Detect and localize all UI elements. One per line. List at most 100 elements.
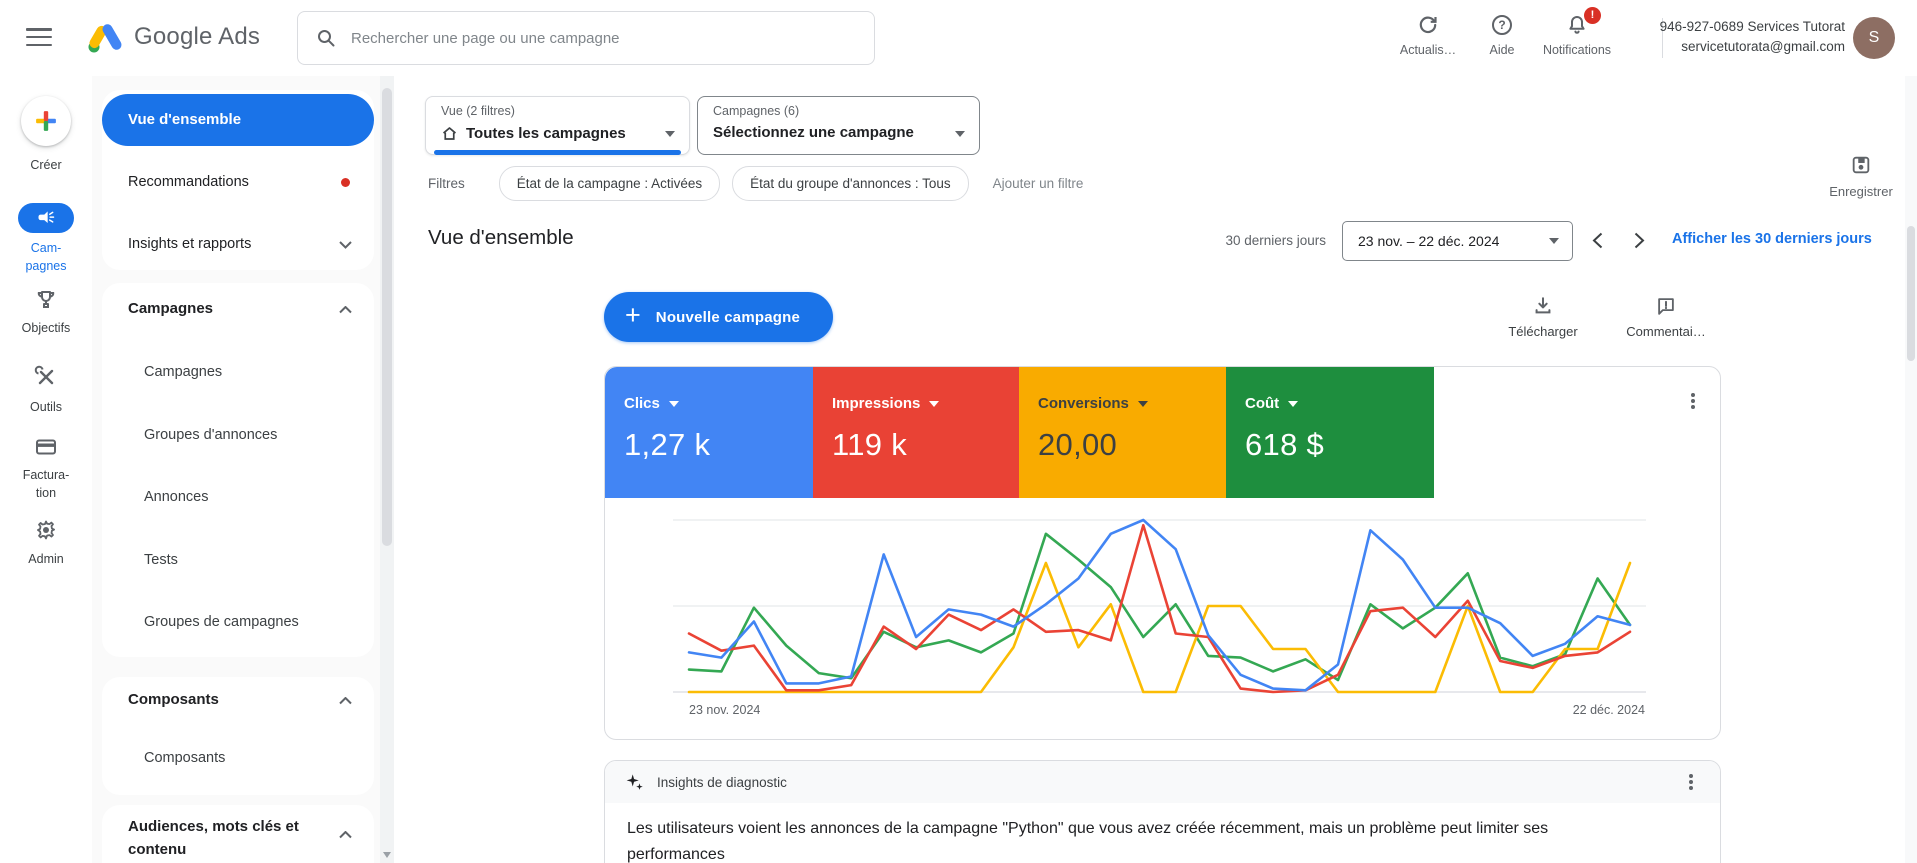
search-bar[interactable] bbox=[297, 11, 875, 65]
rail-tools-label[interactable]: Outils bbox=[30, 400, 62, 414]
save-button[interactable]: Enregistrer bbox=[1818, 154, 1904, 199]
feedback-button[interactable]: Commentai… bbox=[1618, 295, 1714, 339]
scorecard-value: 20,00 bbox=[1038, 427, 1118, 462]
rail-admin-label[interactable]: Admin bbox=[28, 552, 64, 566]
campaign-selector[interactable]: Campagnes (6) Sélectionnez une campagne bbox=[697, 96, 980, 155]
filter-chip-campaign-status[interactable]: État de la campagne : Activées bbox=[498, 165, 721, 201]
sidebar-item-insights-reports[interactable]: Insights et rapports bbox=[102, 224, 374, 264]
billing-icon-wrap[interactable] bbox=[0, 435, 92, 464]
x-axis-start-label: 23 nov. 2024 bbox=[689, 703, 761, 717]
scorecard-label[interactable]: Coût bbox=[1245, 395, 1280, 412]
scorecard-cost[interactable]: Coût 618 $ bbox=[1226, 367, 1434, 498]
account-name: 946-927-0689 Services Tutorat bbox=[1659, 19, 1845, 34]
notifications-label: Notifications bbox=[1542, 43, 1612, 57]
notification-badge: ! bbox=[1584, 7, 1601, 24]
scorecard-conversions[interactable]: Conversions 20,00 bbox=[1019, 367, 1226, 498]
date-range-selector[interactable]: 23 nov. – 22 déc. 2024 bbox=[1342, 221, 1573, 261]
chevron-up-icon bbox=[339, 831, 352, 839]
sidenav-scrollbar[interactable] bbox=[380, 76, 394, 863]
refresh-button[interactable]: Actualis… bbox=[1388, 13, 1468, 57]
home-icon bbox=[442, 127, 457, 140]
scorecard-label[interactable]: Impressions bbox=[832, 395, 921, 412]
nav-section-campaigns[interactable]: Campagnes bbox=[102, 292, 374, 326]
chevron-right-icon bbox=[1634, 232, 1644, 248]
avatar[interactable]: S bbox=[1853, 17, 1895, 59]
scorecard-clics[interactable]: Clics 1,27 k bbox=[605, 367, 813, 498]
next-period-button[interactable] bbox=[1626, 227, 1652, 253]
view-selector[interactable]: Vue (2 filtres) Toutes les campagnes bbox=[425, 96, 690, 155]
goals-icon[interactable] bbox=[0, 288, 92, 317]
bell-icon bbox=[1569, 16, 1585, 34]
refresh-label: Actualis… bbox=[1399, 43, 1457, 57]
sidebar-item-components[interactable]: Composants bbox=[144, 750, 226, 766]
filter-chip-adgroup-status[interactable]: État du groupe d'annonces : Tous bbox=[732, 165, 969, 201]
plus-icon: + bbox=[625, 300, 641, 330]
filters-bar: Filtres État de la campagne : Activées É… bbox=[428, 165, 1084, 201]
insights-title: Insights de diagnostic bbox=[657, 774, 787, 790]
rail-campaigns-label: Cam- pagnes bbox=[25, 241, 67, 273]
svg-text:?: ? bbox=[1498, 18, 1505, 32]
save-icon bbox=[1852, 156, 1870, 174]
feedback-icon bbox=[1658, 298, 1674, 315]
sidebar-item-ads[interactable]: Annonces bbox=[144, 489, 209, 505]
new-campaign-button[interactable]: + Nouvelle campagne bbox=[604, 292, 833, 342]
scorecard-impressions[interactable]: Impressions 119 k bbox=[813, 367, 1019, 498]
chevron-down-icon bbox=[668, 400, 679, 407]
download-button[interactable]: Télécharger bbox=[1499, 295, 1587, 339]
scorecard-value: 119 k bbox=[832, 427, 908, 462]
sidebar-item-campaigns[interactable]: Campagnes bbox=[144, 364, 223, 380]
credit-card-icon bbox=[36, 439, 56, 455]
scorecard-label[interactable]: Clics bbox=[624, 395, 660, 412]
megaphone-icon bbox=[38, 211, 55, 223]
sidenav-scroll-down-arrow[interactable] bbox=[383, 852, 391, 858]
recommendations-alert-dot bbox=[341, 178, 350, 187]
page-scrollbar-thumb[interactable] bbox=[1907, 226, 1915, 361]
admin-icon-wrap[interactable] bbox=[0, 518, 92, 547]
account-info[interactable]: 946-927-0689 Services Tutorat servicetut… bbox=[1660, 17, 1845, 57]
date-range-value: 23 nov. – 22 déc. 2024 bbox=[1358, 233, 1500, 249]
card-menu-kebab-icon[interactable] bbox=[1684, 389, 1702, 413]
chevron-left-icon bbox=[1592, 232, 1602, 248]
create-button[interactable] bbox=[21, 96, 71, 146]
trophy-icon bbox=[37, 291, 55, 308]
performance-card: Clics 1,27 k Impressions 119 k Conversio… bbox=[604, 366, 1721, 740]
rail-item-campaigns[interactable] bbox=[18, 203, 74, 233]
page-scrollbar[interactable] bbox=[1905, 76, 1917, 863]
chevron-down-icon bbox=[955, 131, 965, 137]
chevron-down-icon bbox=[1137, 400, 1148, 407]
menu-icon[interactable] bbox=[26, 28, 52, 48]
scorecard-label[interactable]: Conversions bbox=[1038, 395, 1129, 412]
topbar-divider bbox=[1662, 18, 1663, 58]
nav-section-audiences[interactable]: Audiences, mots clés et contenu bbox=[128, 818, 299, 858]
download-icon bbox=[1535, 297, 1551, 314]
tools-icon bbox=[34, 365, 54, 385]
view-selector-value: Toutes les campagnes bbox=[466, 125, 626, 142]
sidebar-item-overview[interactable]: Vue d'ensemble bbox=[102, 94, 374, 146]
sparkle-icon bbox=[626, 773, 643, 790]
sidebar-item-tests[interactable]: Tests bbox=[144, 552, 178, 568]
chevron-up-icon bbox=[339, 697, 352, 705]
show-last-30-days-link[interactable]: Afficher les 30 derniers jours bbox=[1672, 231, 1872, 247]
notifications-button[interactable]: ! Notifications bbox=[1537, 7, 1617, 57]
rail-billing-label[interactable]: Factura- tion bbox=[22, 468, 70, 500]
sidebar-item-recommendations[interactable]: Recommandations bbox=[102, 162, 374, 202]
help-button[interactable]: ? Aide bbox=[1462, 13, 1542, 57]
sidebar-item-ad-groups[interactable]: Groupes d'annonces bbox=[144, 427, 278, 443]
search-input[interactable] bbox=[349, 28, 793, 48]
new-campaign-label: Nouvelle campagne bbox=[655, 308, 801, 326]
tools-icon-wrap[interactable] bbox=[0, 365, 92, 394]
rail-goals-label[interactable]: Objectifs bbox=[21, 321, 71, 335]
scorecard-value: 1,27 k bbox=[624, 427, 711, 462]
view-selector-caption: Vue (2 filtres) bbox=[441, 104, 515, 118]
nav-card-components: Composants Composants bbox=[102, 677, 374, 795]
account-email: servicetutorata@gmail.com bbox=[1681, 39, 1845, 54]
help-label: Aide bbox=[1489, 43, 1515, 57]
add-filter-button[interactable]: Ajouter un filtre bbox=[992, 175, 1084, 191]
sidebar-item-campaign-groups[interactable]: Groupes de campagnes bbox=[144, 614, 299, 630]
insights-menu-kebab-icon[interactable] bbox=[1682, 770, 1700, 794]
nav-section-components[interactable]: Composants bbox=[102, 683, 374, 717]
chevron-down-icon bbox=[1549, 238, 1559, 244]
x-axis-end-label: 22 déc. 2024 bbox=[1572, 703, 1645, 717]
previous-period-button[interactable] bbox=[1584, 227, 1610, 253]
sidenav-scrollbar-thumb[interactable] bbox=[382, 88, 392, 546]
